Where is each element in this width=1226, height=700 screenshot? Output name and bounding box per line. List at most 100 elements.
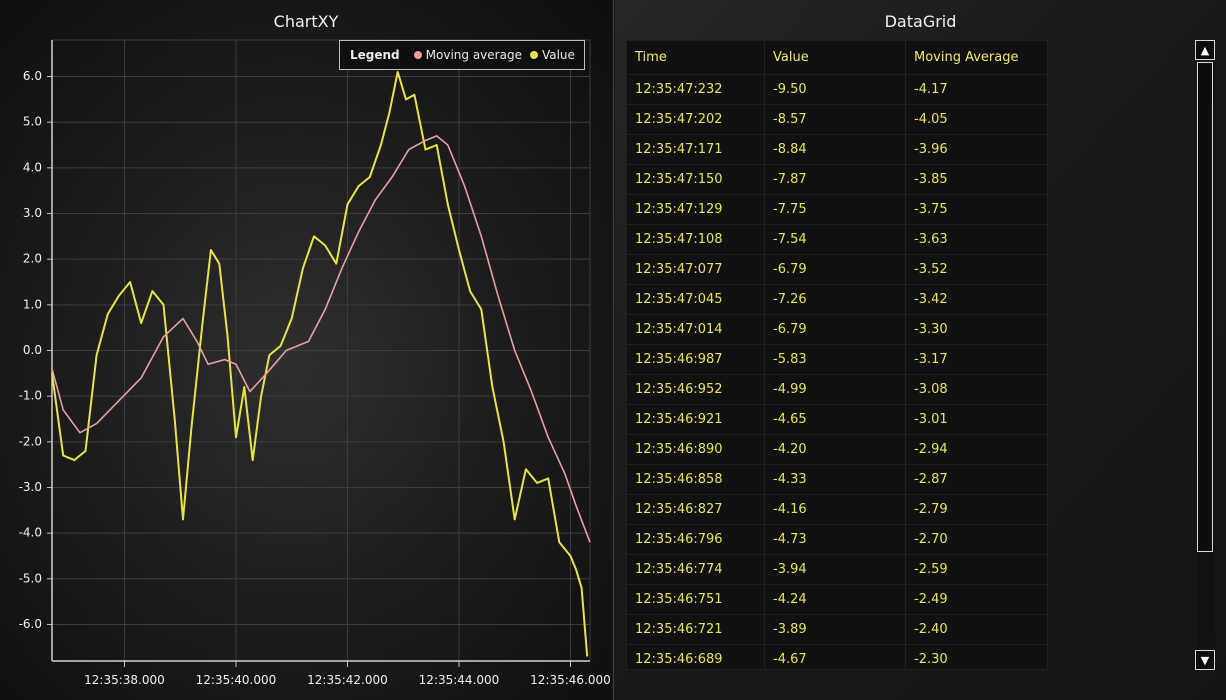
table-row[interactable]: 12:35:47:171 -8.84 -3.96: [627, 135, 1047, 165]
chart-legend[interactable]: Legend Moving average Value: [339, 40, 585, 70]
legend-entry-moving-average[interactable]: Moving average: [413, 48, 522, 62]
cell-moving-average: -3.42: [914, 292, 948, 307]
cell-time: 12:35:46:721: [627, 615, 765, 644]
y-tick-label: 0.0: [23, 343, 42, 357]
table-row[interactable]: 12:35:47:232 -9.50 -4.17: [627, 75, 1047, 105]
cell-time: 12:35:47:150: [627, 165, 765, 194]
table-row[interactable]: 12:35:46:774 -3.94 -2.59: [627, 555, 1047, 585]
cell-moving-average: -2.30: [914, 652, 948, 667]
table-row[interactable]: 12:35:46:987 -5.83 -3.17: [627, 345, 1047, 375]
cell-moving-average: -2.59: [914, 562, 948, 577]
table-row[interactable]: 12:35:46:751 -4.24 -2.49: [627, 585, 1047, 615]
cell-time: 12:35:46:774: [627, 555, 765, 584]
cell-value: -6.79: [765, 255, 906, 284]
legend-label-moving-average: Moving average: [425, 48, 522, 62]
cell-value: -5.83: [765, 345, 906, 374]
scroll-down-icon[interactable]: ▼: [1195, 650, 1215, 670]
cell-time: 12:35:46:921: [627, 405, 765, 434]
cell-moving-average: -3.17: [914, 352, 948, 367]
panel-divider[interactable]: [612, 0, 615, 700]
table-row[interactable]: 12:35:46:858 -4.33 -2.87: [627, 465, 1047, 495]
cell-moving-average: -2.79: [914, 502, 948, 517]
cell-value: -4.24: [765, 585, 906, 614]
cell-moving-average: -3.96: [914, 142, 948, 157]
datagrid-panel: DataGrid Time Value Moving Average 12:35…: [615, 0, 1226, 700]
cell-time: 12:35:46:751: [627, 585, 765, 614]
cell-value: -4.65: [765, 405, 906, 434]
cell-time: 12:35:46:689: [627, 645, 765, 669]
cell-value: -4.67: [765, 645, 906, 669]
table-row[interactable]: 12:35:47:129 -7.75 -3.75: [627, 195, 1047, 225]
cell-moving-average: -3.08: [914, 382, 948, 397]
cell-value: -3.89: [765, 615, 906, 644]
table-row[interactable]: 12:35:46:890 -4.20 -2.94: [627, 435, 1047, 465]
table-row[interactable]: 12:35:46:827 -4.16 -2.79: [627, 495, 1047, 525]
table-row[interactable]: 12:35:47:108 -7.54 -3.63: [627, 225, 1047, 255]
table-row[interactable]: 12:35:47:045 -7.26 -3.42: [627, 285, 1047, 315]
column-header-value[interactable]: Value: [765, 41, 906, 74]
legend-dot-moving-average: [413, 51, 422, 59]
x-tick-label: 12:35:38.000: [84, 673, 165, 687]
cell-value: -7.75: [765, 195, 906, 224]
scroll-up-icon[interactable]: ▲: [1195, 40, 1215, 60]
cell-moving-average: -3.01: [914, 412, 948, 427]
table-row[interactable]: 12:35:46:952 -4.99 -3.08: [627, 375, 1047, 405]
cell-time: 12:35:46:858: [627, 465, 765, 494]
table-row[interactable]: 12:35:46:796 -4.73 -2.70: [627, 525, 1047, 555]
y-tick-label: -4.0: [19, 526, 42, 540]
cell-value: -7.54: [765, 225, 906, 254]
table-row[interactable]: 12:35:46:921 -4.65 -3.01: [627, 405, 1047, 435]
cell-time: 12:35:47:129: [627, 195, 765, 224]
cell-moving-average: -4.17: [914, 82, 948, 97]
cell-value: -3.94: [765, 555, 906, 584]
chart-xy[interactable]: 6.0 5.0 4.0 3.0 2.0 1.0 0.0 -1.0 -2.0 -3.0 -4.0 -5.…: [0, 0, 612, 700]
vertical-scrollbar[interactable]: ▲ ▼: [1195, 40, 1217, 670]
cell-value: -4.73: [765, 525, 906, 554]
cell-time: 12:35:46:796: [627, 525, 765, 554]
column-header-moving-average[interactable]: Moving Average: [914, 50, 1019, 65]
table-row[interactable]: 12:35:47:150 -7.87 -3.85: [627, 165, 1047, 195]
cell-time: 12:35:46:827: [627, 495, 765, 524]
cell-moving-average: -2.94: [914, 442, 948, 457]
y-tick-label: -3.0: [19, 480, 42, 494]
series-line-value: [51, 71, 589, 657]
y-tick-label: -2.0: [19, 434, 42, 448]
legend-dot-value: [529, 51, 538, 59]
cell-time: 12:35:47:108: [627, 225, 765, 254]
cell-time: 12:35:46:952: [627, 375, 765, 404]
cell-value: -6.79: [765, 315, 906, 344]
table-row[interactable]: 12:35:47:014 -6.79 -3.30: [627, 315, 1047, 345]
y-tick-label: -6.0: [19, 617, 42, 631]
table-row[interactable]: 12:35:47:202 -8.57 -4.05: [627, 105, 1047, 135]
table-row[interactable]: 12:35:47:077 -6.79 -3.52: [627, 255, 1047, 285]
scroll-thumb[interactable]: [1197, 62, 1213, 552]
cell-value: -8.84: [765, 135, 906, 164]
cell-time: 12:35:47:045: [627, 285, 765, 314]
cell-moving-average: -3.52: [914, 262, 948, 277]
column-header-time[interactable]: Time: [627, 41, 765, 74]
legend-title: Legend: [350, 48, 400, 62]
cell-value: -8.57: [765, 105, 906, 134]
y-tick-label: 3.0: [23, 206, 42, 220]
cell-value: -4.99: [765, 375, 906, 404]
chart-panel: ChartXY 6.0 5.0 4.0 3.0 2.0 1.0 0.0 -1.0 -2.0 -3.…: [0, 0, 612, 700]
cell-time: 12:35:46:890: [627, 435, 765, 464]
cell-time: 12:35:46:987: [627, 345, 765, 374]
chart-title: ChartXY: [273, 12, 339, 31]
y-tick-label: 5.0: [23, 115, 42, 129]
cell-moving-average: -4.05: [914, 112, 948, 127]
cell-moving-average: -3.85: [914, 172, 948, 187]
cell-time: 12:35:47:014: [627, 315, 765, 344]
cell-time: 12:35:47:171: [627, 135, 765, 164]
table-row[interactable]: 12:35:46:721 -3.89 -2.40: [627, 615, 1047, 645]
legend-entry-value[interactable]: Value: [529, 48, 575, 62]
cell-time: 12:35:47:232: [627, 75, 765, 104]
cell-moving-average: -3.75: [914, 202, 948, 217]
cell-time: 12:35:47:202: [627, 105, 765, 134]
x-tick-label: 12:35:46.000: [530, 673, 611, 687]
cell-value: -7.26: [765, 285, 906, 314]
table-row[interactable]: 12:35:46:689 -4.67 -2.30: [627, 645, 1047, 669]
data-grid[interactable]: Time Value Moving Average 12:35:47:232 -9…: [626, 40, 1048, 670]
datagrid-title: DataGrid: [884, 12, 957, 31]
cell-value: -4.33: [765, 465, 906, 494]
